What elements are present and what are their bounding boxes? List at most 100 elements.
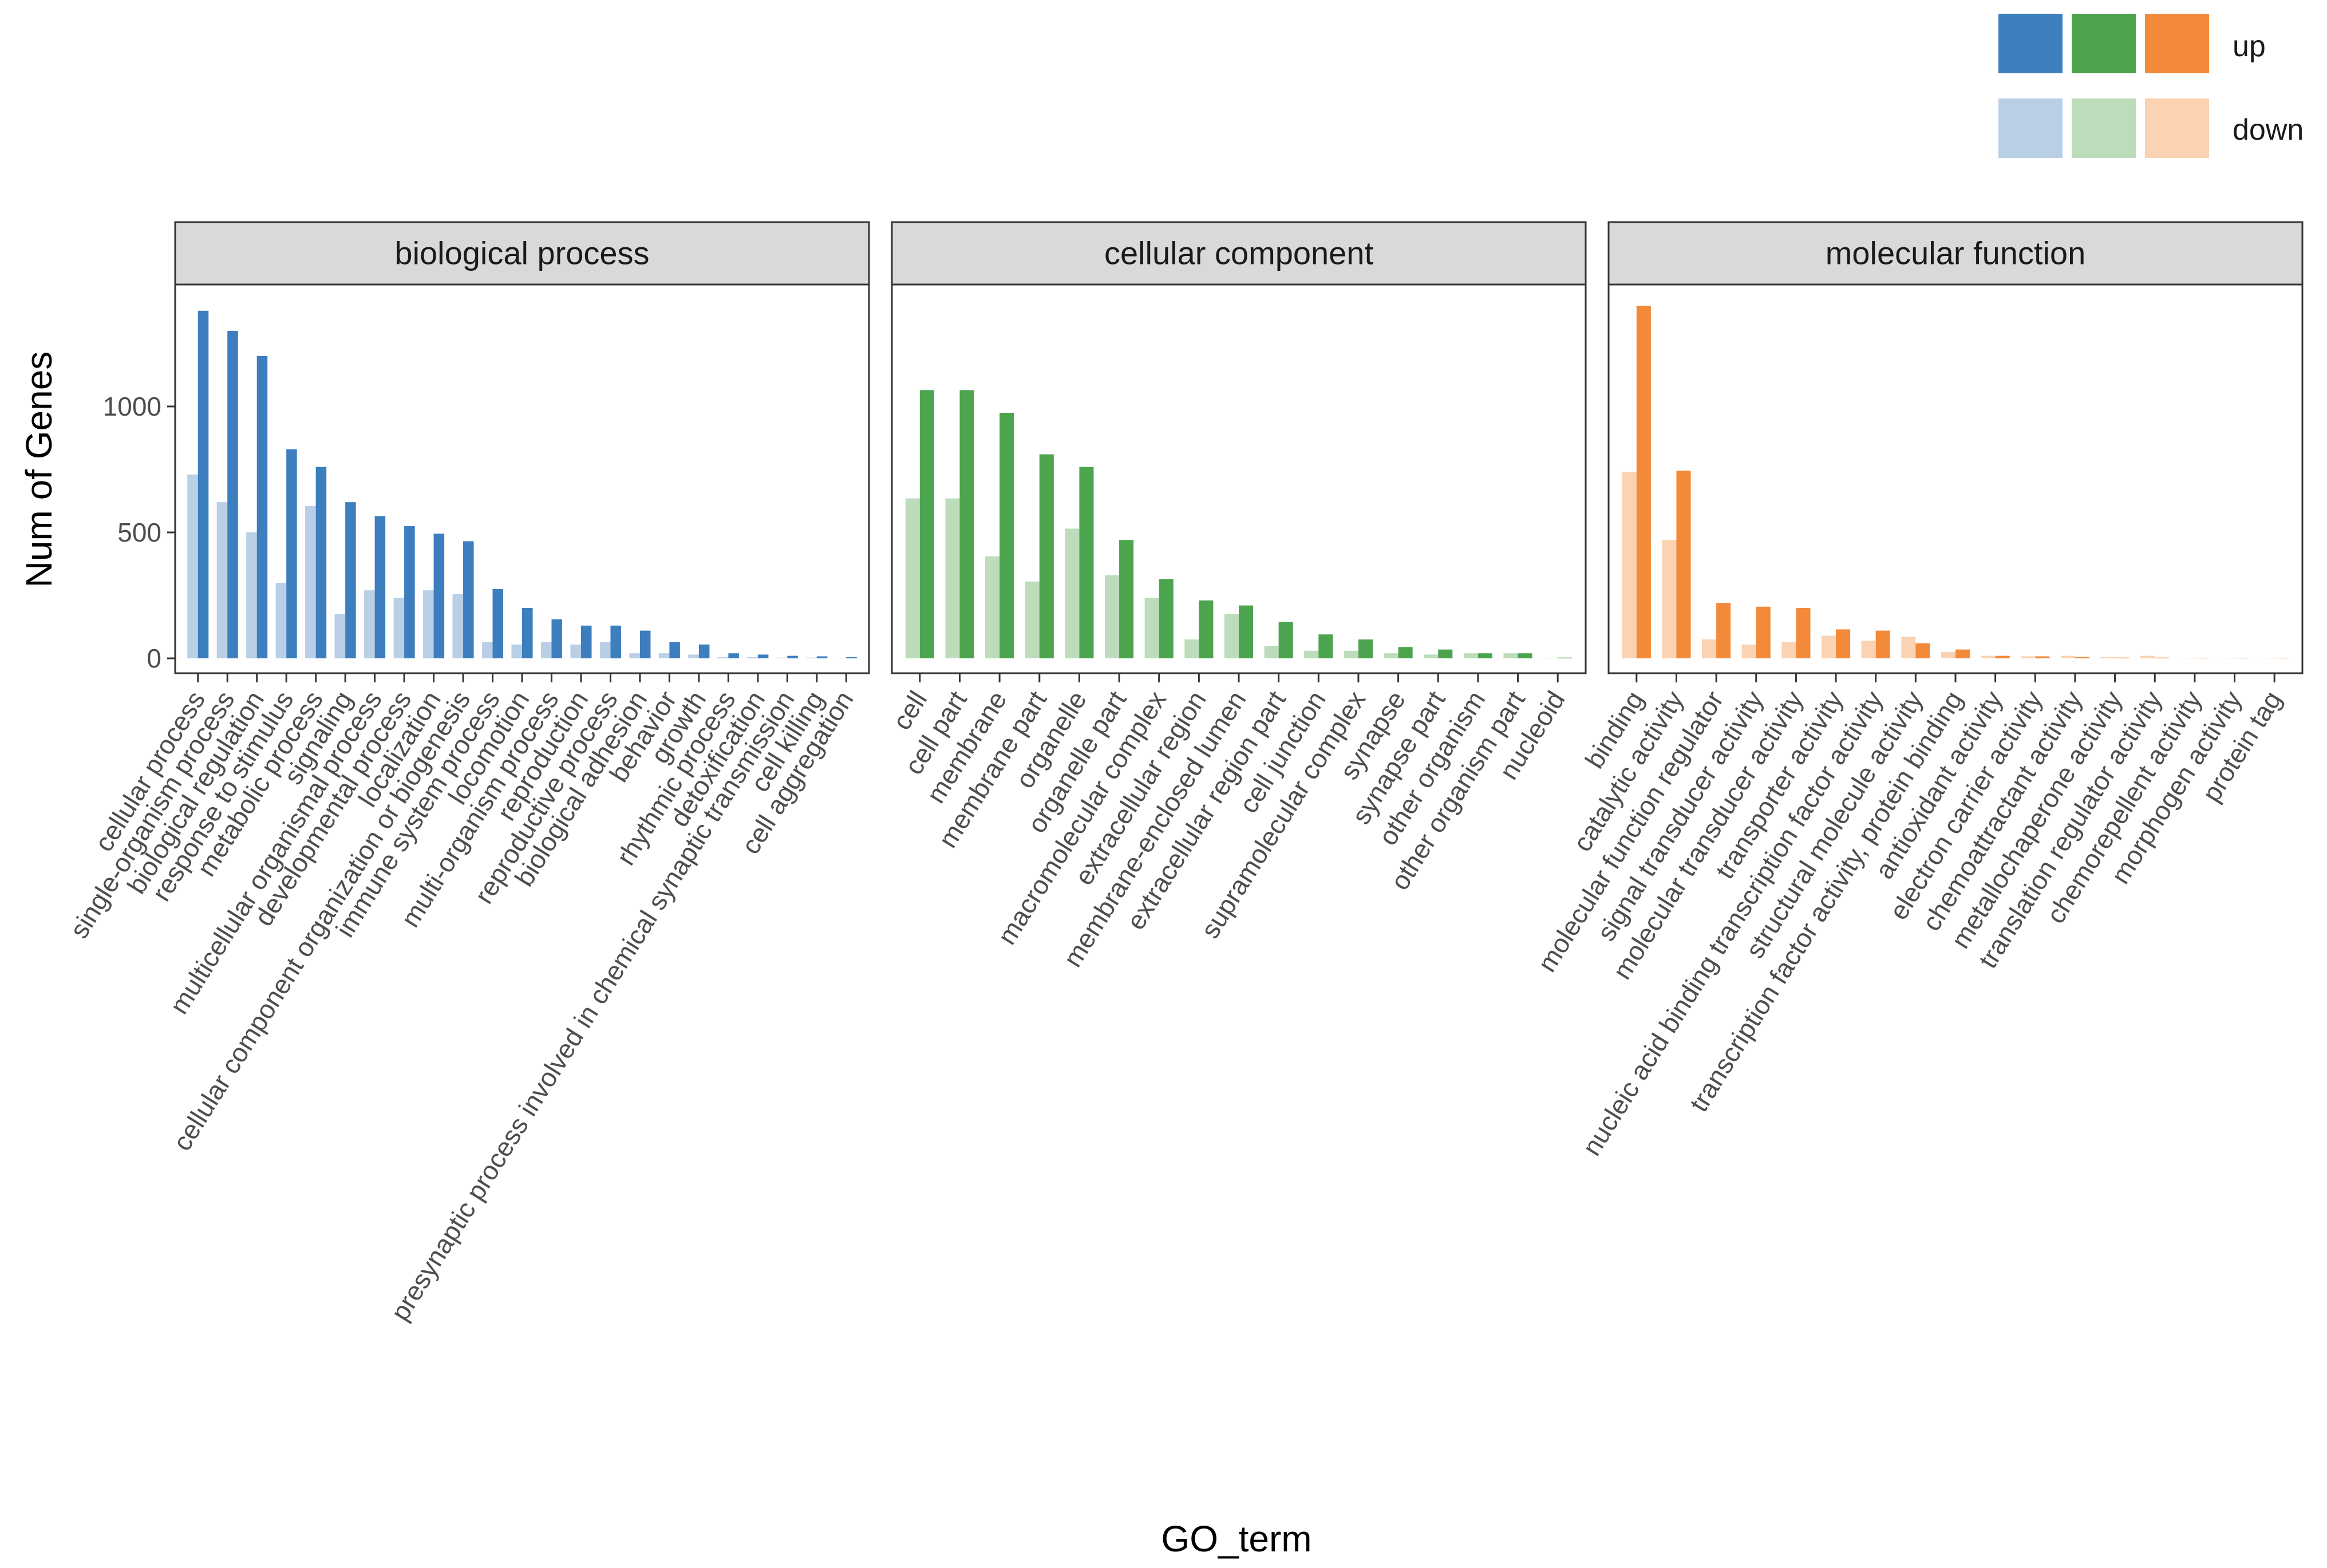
bar-up (1358, 639, 1373, 658)
bar-down (1144, 598, 1159, 658)
bar-up (433, 534, 445, 658)
bar-down (599, 642, 611, 658)
bar-down (511, 644, 522, 658)
bar-down (1304, 650, 1319, 658)
bar-up (404, 526, 415, 658)
bar-down (1622, 472, 1637, 658)
bar-down (1104, 575, 1120, 658)
y-tick-label: 500 (117, 518, 161, 547)
bar-up (286, 449, 297, 658)
bar-up (1955, 649, 1970, 658)
bar-up (787, 655, 798, 658)
bar-down (187, 474, 198, 658)
bar-down (2021, 656, 2036, 658)
bar-down (1981, 655, 1996, 658)
bar-down (305, 505, 316, 658)
facet-strip-label: biological process (394, 235, 649, 271)
facet-strip (1607, 221, 2304, 286)
bar-up (580, 625, 592, 658)
bar-down (2060, 655, 2075, 658)
bar-up (1796, 608, 1811, 658)
bar-down (246, 532, 257, 658)
bar-up (1079, 467, 1094, 658)
y-tick-label: 1000 (103, 392, 161, 421)
bar-down (2100, 657, 2115, 658)
bar-down (540, 642, 552, 658)
bar-down (658, 653, 670, 658)
bar-up (698, 644, 710, 658)
bar-up (2075, 657, 2090, 658)
bar-down (1901, 637, 1916, 658)
bar-down (1741, 644, 1756, 658)
bar-up (227, 331, 238, 658)
bar-down (275, 583, 287, 658)
bar-up (728, 653, 739, 658)
bar-up (492, 589, 504, 658)
bar-up (256, 356, 268, 658)
bar-up (197, 310, 209, 658)
bar-down (688, 654, 699, 658)
bar-down (570, 644, 581, 658)
bar-up (669, 642, 680, 658)
bar-down (985, 556, 1000, 658)
legend-swatch-up-molecular (2145, 14, 2209, 73)
bar-down (629, 653, 640, 658)
bar-down (1184, 639, 1199, 658)
bar-up (639, 630, 651, 658)
bar-up (374, 516, 386, 658)
legend-swatch-down-molecular (2145, 98, 2209, 158)
bar-down (481, 642, 493, 658)
bar-down (2140, 655, 2155, 658)
bar-up (315, 467, 327, 658)
bar-up (1875, 630, 1890, 658)
y-axis-title: Num of Genes (18, 351, 60, 588)
bar-up (1518, 653, 1532, 658)
bar-up (1199, 600, 1214, 658)
bar-up (1836, 629, 1851, 658)
bar-down (905, 498, 920, 658)
bar-down (747, 657, 758, 658)
bar-up (1318, 634, 1333, 658)
bar-up (816, 656, 828, 658)
bar-up (919, 390, 934, 658)
facet-strip-label: cellular component (1104, 235, 1373, 271)
bar-down (364, 590, 375, 658)
facet-strip-label: molecular function (1826, 235, 2085, 271)
bar-up (463, 541, 474, 658)
bar-down (1224, 614, 1239, 658)
bar-down (1384, 653, 1398, 658)
bar-up (1398, 647, 1413, 658)
bar-down (1662, 540, 1677, 658)
bar-down (452, 594, 464, 658)
bar-up (1676, 471, 1691, 658)
bar-up (1915, 643, 1930, 658)
bar-down (1503, 653, 1518, 658)
legend-label-up: up (2233, 30, 2266, 63)
bar-down (1463, 653, 1478, 658)
legend-swatch-down-cellular (2072, 98, 2136, 158)
legend-swatch-down-biological (1998, 98, 2063, 158)
bar-up (1438, 649, 1453, 658)
y-tick-label: 0 (147, 643, 161, 673)
bar-up (1756, 606, 1771, 658)
bar-up (1995, 655, 2010, 658)
legend-swatch-up-biological (1998, 14, 2063, 73)
bar-down (334, 614, 346, 658)
plot-area (1607, 283, 2304, 674)
x-axis-title: GO_term (1161, 1518, 1311, 1559)
bar-up (757, 654, 769, 658)
bar-down (1702, 639, 1717, 658)
bar-down (1344, 650, 1358, 658)
bar-up (846, 657, 857, 658)
bar-up (999, 413, 1014, 658)
bar-down (216, 502, 228, 658)
bar-down (945, 498, 960, 658)
bar-up (1239, 605, 1254, 658)
bar-up (959, 390, 974, 658)
legend-label-down: down (2233, 113, 2304, 147)
bar-down (717, 657, 729, 658)
bar-down (1264, 646, 1279, 658)
bar-up (345, 502, 356, 658)
bar-down (1025, 581, 1040, 658)
